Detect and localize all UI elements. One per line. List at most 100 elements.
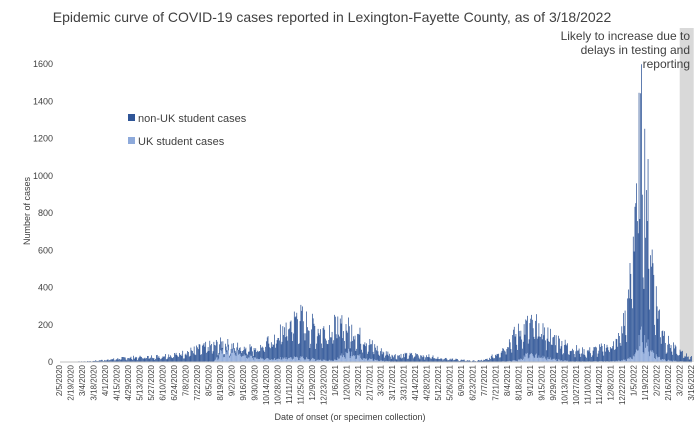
bar-uk-student — [616, 360, 618, 362]
bar-non-uk-student — [208, 350, 210, 362]
bar-non-uk-student — [629, 263, 631, 358]
bar-non-uk-student — [101, 359, 103, 362]
bar-uk-student — [664, 359, 665, 362]
bar-uk-student — [243, 355, 244, 362]
bar-non-uk-student — [385, 355, 386, 362]
bar-non-uk-student — [284, 327, 285, 358]
bar-uk-student — [280, 359, 282, 362]
bar-uk-student — [289, 357, 291, 362]
bar-non-uk-student — [592, 350, 594, 362]
bar-uk-student — [259, 359, 261, 362]
bar-non-uk-student — [251, 346, 252, 356]
annotation-line-1: Likely to increase due to — [561, 29, 691, 43]
x-tick-label: 8/5/2020 — [204, 364, 213, 396]
x-tick-label: 2/3/2021 — [354, 364, 363, 396]
bar-non-uk-student — [333, 340, 335, 361]
x-tick-label: 9/2/2020 — [227, 364, 236, 396]
x-tick-label: 5/12/2021 — [434, 364, 443, 400]
bar-non-uk-student — [140, 356, 142, 362]
bar-non-uk-student — [307, 327, 308, 359]
bar-non-uk-student — [490, 358, 491, 362]
bar-uk-student — [522, 358, 524, 362]
bar-non-uk-student — [479, 360, 481, 362]
bar-non-uk-student — [195, 355, 197, 362]
bar-non-uk-student — [588, 351, 590, 362]
bar-non-uk-student — [637, 221, 638, 351]
bar-non-uk-student — [570, 351, 572, 362]
bar-non-uk-student — [611, 348, 613, 362]
bar-non-uk-student — [331, 331, 333, 361]
bar-non-uk-student — [390, 358, 392, 362]
bar-non-uk-student — [541, 339, 543, 359]
bar-non-uk-student — [132, 359, 133, 362]
bar-uk-student — [556, 360, 558, 362]
bar-uk-student — [291, 358, 293, 362]
bar-non-uk-student — [275, 347, 276, 361]
bar-uk-student — [522, 360, 523, 362]
bar-non-uk-student — [406, 352, 408, 362]
annotation-line-2: delays in testing and — [581, 43, 690, 57]
bar-uk-student — [615, 360, 617, 362]
legend-label-uk: UK student cases — [138, 136, 225, 148]
bar-uk-student — [374, 359, 376, 362]
bar-non-uk-student — [176, 354, 178, 362]
bar-non-uk-student — [189, 355, 191, 362]
bar-uk-student — [234, 354, 236, 362]
bar-non-uk-student — [353, 339, 355, 357]
y-tick-label: 800 — [38, 208, 53, 218]
bar-uk-student — [640, 329, 642, 362]
x-tick-label: 6/10/2020 — [158, 364, 167, 400]
bar-uk-student — [559, 359, 560, 362]
bar-non-uk-student — [531, 319, 533, 355]
bar-non-uk-student — [357, 333, 359, 356]
bar-non-uk-student — [316, 343, 317, 361]
bar-non-uk-student — [291, 332, 293, 359]
y-axis-title: Number of cases — [22, 176, 32, 245]
bar-non-uk-student — [274, 334, 275, 359]
bar-uk-student — [240, 355, 242, 362]
bar-non-uk-student — [664, 331, 665, 360]
bar-uk-student — [254, 357, 256, 362]
bar-non-uk-student — [673, 342, 674, 361]
bar-non-uk-student — [319, 335, 321, 361]
bar-non-uk-student — [620, 345, 622, 362]
bar-non-uk-student — [119, 359, 120, 362]
bar-non-uk-student — [165, 354, 166, 362]
bar-uk-student — [365, 358, 367, 362]
bar-non-uk-student — [559, 348, 561, 361]
bar-non-uk-student — [271, 346, 273, 360]
bar-non-uk-student — [332, 343, 334, 362]
bar-non-uk-student — [218, 353, 220, 359]
bar-uk-student — [358, 355, 360, 362]
bar-uk-student — [624, 359, 626, 362]
bar-uk-student — [664, 360, 666, 362]
bar-non-uk-student — [687, 356, 689, 362]
bar-uk-student — [348, 348, 349, 362]
bar-uk-student — [231, 349, 233, 362]
bar-uk-student — [649, 356, 651, 362]
bar-non-uk-student — [408, 358, 409, 362]
bar-uk-student — [339, 355, 341, 362]
bar-non-uk-student — [531, 314, 532, 354]
bar-non-uk-student — [272, 344, 274, 360]
bar-non-uk-student — [115, 359, 117, 362]
bar-uk-student — [278, 358, 280, 362]
bar-non-uk-student — [237, 342, 239, 351]
bar-non-uk-student — [392, 355, 394, 362]
bar-non-uk-student — [403, 353, 404, 362]
bar-uk-student — [354, 355, 356, 362]
bar-uk-student — [515, 360, 517, 362]
bar-non-uk-student — [316, 336, 318, 361]
x-tick-label: 2/16/2022 — [664, 364, 673, 400]
bar-non-uk-student — [661, 331, 663, 360]
bar-non-uk-student — [427, 357, 429, 362]
bar-non-uk-student — [630, 273, 632, 358]
reporting-delay-annotation: Likely to increase due to delays in test… — [561, 29, 691, 71]
bar-non-uk-student — [664, 342, 666, 361]
bar-non-uk-student — [499, 357, 501, 362]
bar-non-uk-student — [424, 359, 426, 362]
bar-non-uk-student — [141, 357, 143, 362]
bar-non-uk-student — [642, 277, 644, 353]
bar-non-uk-student — [337, 316, 339, 358]
bar-uk-student — [287, 359, 289, 362]
